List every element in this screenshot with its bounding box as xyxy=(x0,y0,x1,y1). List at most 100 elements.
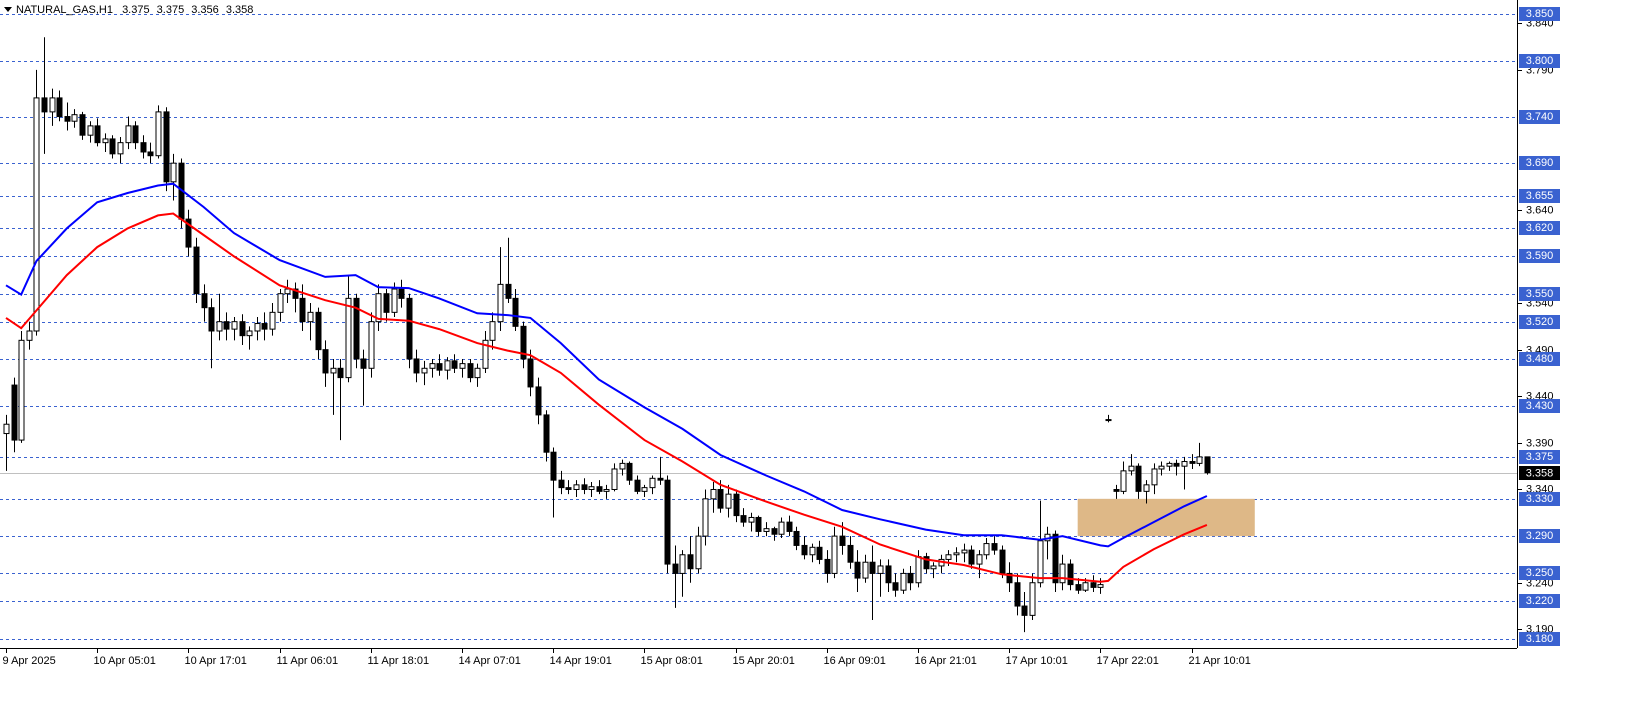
candle-body xyxy=(573,484,580,490)
candle-body xyxy=(1105,419,1112,422)
candle-body xyxy=(193,246,200,295)
candle-body xyxy=(1173,462,1180,467)
candle-body xyxy=(558,479,565,489)
level-label-box xyxy=(1519,352,1560,366)
candle-body xyxy=(733,493,740,517)
candle-body xyxy=(11,384,18,441)
candle-body xyxy=(368,321,375,369)
candle-body xyxy=(786,521,793,532)
candle-body xyxy=(170,162,177,183)
level-label-box xyxy=(1519,249,1560,263)
candle-body xyxy=(763,528,770,532)
candle-body xyxy=(1166,462,1173,467)
candle-body xyxy=(56,97,63,118)
candle-body xyxy=(337,367,344,379)
candle-body xyxy=(1128,465,1135,472)
candle-body xyxy=(482,339,489,369)
candle-body xyxy=(117,142,124,155)
candle-body xyxy=(383,293,390,313)
level-label-box xyxy=(1519,221,1560,235)
candle-body xyxy=(702,498,709,537)
candle-body xyxy=(375,293,382,323)
candle-body xyxy=(596,486,603,492)
level-label: 3.480 xyxy=(1526,353,1554,365)
candle-body xyxy=(1181,461,1188,467)
candle-body xyxy=(581,484,588,490)
level-label: 3.430 xyxy=(1526,400,1554,412)
level-label-box xyxy=(1519,156,1560,170)
candle-body xyxy=(885,565,892,584)
symbol: NATURAL_GAS,H1 xyxy=(16,4,113,16)
candle-body xyxy=(185,218,192,248)
x-tick-label: 17 Apr 10:01 xyxy=(1006,655,1068,667)
x-tick-label: 10 Apr 17:01 xyxy=(185,655,247,667)
candle-body xyxy=(626,462,633,481)
candle-body xyxy=(345,297,352,379)
candle-body xyxy=(1189,461,1196,464)
candle-body xyxy=(748,516,755,523)
level-label: 3.330 xyxy=(1526,493,1554,505)
candle-body xyxy=(1014,582,1021,607)
candle-body xyxy=(1006,572,1013,584)
candle-body xyxy=(201,293,208,309)
current-price-label: 3.358 xyxy=(1526,467,1554,479)
candle-body xyxy=(1097,584,1104,588)
level-label: 3.375 xyxy=(1526,451,1554,463)
candle-body xyxy=(413,358,420,374)
header: NATURAL_GAS,H1 3.375 3.375 3.356 3.358 xyxy=(16,4,253,16)
y-tick-label: 3.240 xyxy=(1526,577,1554,589)
level-label: 3.655 xyxy=(1526,190,1554,202)
level-label-box xyxy=(1519,189,1560,203)
candle-body xyxy=(991,543,998,551)
candle-body xyxy=(672,563,679,574)
candle-body xyxy=(725,493,732,509)
level-label-box xyxy=(1519,529,1560,543)
candle-body xyxy=(398,288,405,299)
candle-body xyxy=(64,116,71,122)
level-label: 3.690 xyxy=(1526,157,1554,169)
candle-body xyxy=(391,288,398,313)
candle-body xyxy=(429,363,436,369)
level-label-box xyxy=(1519,450,1560,464)
candle-body xyxy=(961,549,968,554)
level-label-box xyxy=(1519,315,1560,329)
moving-average xyxy=(5,182,1208,548)
candle-body xyxy=(892,582,899,591)
candle-body xyxy=(467,363,474,379)
candle-body xyxy=(1204,456,1211,474)
candle-body xyxy=(223,321,230,330)
x-tick-label: 11 Apr 06:01 xyxy=(277,655,339,667)
level-label-box xyxy=(1519,399,1560,413)
candle-body xyxy=(125,125,132,144)
candle-body xyxy=(246,330,253,337)
candle-body xyxy=(611,468,618,490)
candle-body xyxy=(512,297,519,327)
candle-body xyxy=(809,546,816,556)
candle-body xyxy=(657,477,664,481)
x-tick-label: 16 Apr 21:01 xyxy=(915,655,977,667)
candle-body xyxy=(406,297,413,360)
candle-body xyxy=(269,311,276,330)
x-tick-label: 11 Apr 18:01 xyxy=(368,655,430,667)
candle-body xyxy=(550,451,557,481)
candle-body xyxy=(87,125,94,136)
level-label: 3.740 xyxy=(1526,111,1554,123)
candle-body xyxy=(543,414,550,453)
x-tick-label: 16 Apr 09:01 xyxy=(824,655,886,667)
y-tick-label: 3.390 xyxy=(1526,437,1554,449)
candle-body xyxy=(1059,563,1066,584)
level-label-box xyxy=(1519,594,1560,608)
candle-body xyxy=(877,565,884,574)
candle-body xyxy=(155,111,162,157)
level-label-box xyxy=(1519,7,1560,21)
candle-body xyxy=(1196,456,1203,464)
candle-body xyxy=(277,293,284,313)
candle-body xyxy=(261,323,268,330)
level-label: 3.620 xyxy=(1526,222,1554,234)
x-tick-label: 15 Apr 08:01 xyxy=(641,655,703,667)
candle-body xyxy=(923,556,930,570)
candle-body xyxy=(94,125,101,144)
candle-body xyxy=(535,386,542,416)
level-label: 3.180 xyxy=(1526,633,1554,645)
